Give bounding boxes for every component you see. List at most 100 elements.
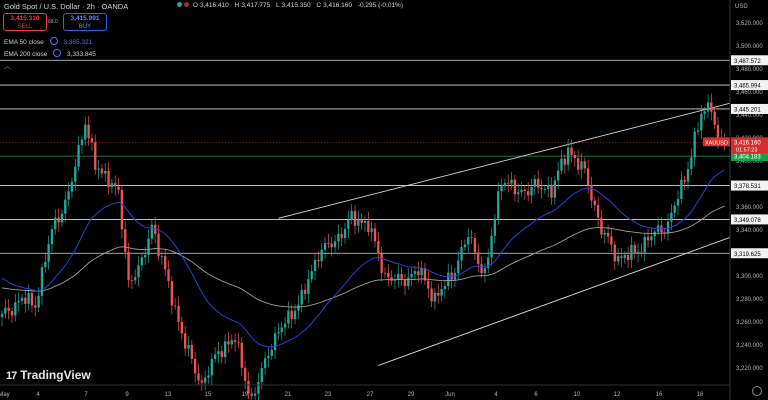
gear-icon[interactable] <box>752 386 762 396</box>
symbol-title[interactable]: Gold Spot / U.S. Dollar · 2h · OANDA <box>4 2 129 11</box>
currency-label: USD <box>735 4 748 10</box>
x-tick-label: 23 <box>325 392 332 398</box>
candle-body <box>507 183 510 184</box>
candle-body <box>430 288 433 302</box>
candle-body <box>570 147 573 155</box>
level-tag <box>731 151 768 162</box>
candle-body <box>686 169 690 182</box>
level-label: 3,319.625 <box>734 252 761 258</box>
x-tick-label: Jun <box>445 392 455 398</box>
candle-body <box>67 191 70 200</box>
candle-body <box>40 267 44 296</box>
candle-body <box>14 302 17 316</box>
x-tick-label: 29 <box>408 392 415 398</box>
candle-body <box>407 277 410 287</box>
candle-body <box>546 185 550 190</box>
candle-body <box>443 286 447 290</box>
candle-body <box>556 170 560 181</box>
candle-body <box>710 102 713 112</box>
candle-body <box>147 238 150 255</box>
candle-body <box>613 244 616 262</box>
candle-body <box>530 186 533 196</box>
candle-body <box>410 273 413 278</box>
candle-body <box>353 210 357 226</box>
candle-body <box>273 333 277 350</box>
candle-body <box>560 158 563 171</box>
x-tick-label: 4 <box>494 392 498 398</box>
candle-body <box>100 168 104 174</box>
candle-body <box>237 341 240 343</box>
candle-body <box>630 245 633 260</box>
collapse-legend-icon[interactable]: ︿ <box>4 63 11 70</box>
candle-body <box>440 289 443 296</box>
candle-body <box>253 393 257 396</box>
candle-body <box>223 341 227 357</box>
ema200-label: EMA 200 close <box>4 51 48 58</box>
candle-body <box>467 237 470 245</box>
candle-body <box>503 183 507 187</box>
candle-body <box>7 307 10 311</box>
candle-body <box>510 179 513 184</box>
level-tag <box>731 80 768 91</box>
candle-body <box>177 305 180 322</box>
candle-body <box>127 251 130 281</box>
candle-body <box>307 279 310 294</box>
candle-body <box>97 168 100 170</box>
candle-body <box>207 375 210 378</box>
settings-icon[interactable] <box>49 37 58 45</box>
candle-body <box>213 354 217 359</box>
ema200-legend[interactable]: EMA 200 close 3,333.845 <box>4 49 96 58</box>
settings-icon[interactable] <box>53 49 62 57</box>
candle-body <box>713 111 716 125</box>
candle-body <box>327 242 330 244</box>
candle-body <box>343 228 347 239</box>
candle-body <box>203 377 207 383</box>
candle-body <box>646 236 650 241</box>
candle-body <box>420 268 423 276</box>
candle-body <box>653 231 656 237</box>
current-price-label: 3,416.160 <box>734 140 761 146</box>
candle-body <box>490 235 493 258</box>
tradingview-watermark: 17 TradingView <box>6 368 91 382</box>
symbol-label: XAUUSD <box>705 140 728 146</box>
candle-body <box>134 277 137 281</box>
candle-body <box>670 212 673 222</box>
candle-body <box>323 242 327 250</box>
candle-body <box>683 179 686 182</box>
candle-body <box>170 281 174 306</box>
candle-body <box>533 178 537 187</box>
x-tick-label: 7 <box>84 392 88 398</box>
candle-body <box>124 229 127 252</box>
candle-body <box>60 213 64 223</box>
level-label: 3,465.994 <box>734 84 761 90</box>
candle-body <box>517 192 520 195</box>
candle-body <box>84 124 87 140</box>
ema50-legend[interactable]: EMA 50 close 3,365.321 <box>4 37 92 46</box>
candle-body <box>600 217 603 235</box>
candle-body <box>497 191 500 219</box>
candle-body <box>320 249 323 262</box>
sell-button[interactable]: 3,415.310 SELL <box>3 13 47 31</box>
candle-body <box>280 327 283 333</box>
candle-body <box>377 241 380 254</box>
candle-body <box>300 289 303 305</box>
candle-body <box>187 344 190 349</box>
candle-body <box>457 260 460 273</box>
candle-body <box>27 293 30 304</box>
candle-body <box>427 280 430 289</box>
candle-body <box>640 251 643 253</box>
candle-body <box>167 269 170 282</box>
candle-body <box>313 259 317 272</box>
buy-button[interactable]: 3,415.991 BUY <box>63 13 107 31</box>
candle-body <box>633 245 636 254</box>
candle-body <box>283 323 287 328</box>
candle-body <box>30 293 34 306</box>
candle-body <box>360 219 363 223</box>
y-tick-label: 3,300.000 <box>736 274 763 280</box>
candle-body <box>553 180 556 198</box>
candle-body <box>580 161 583 170</box>
ohlc-readout: O 3,416.410 H 3,417.775 L 3,415.350 C 3,416.… <box>177 2 405 9</box>
candle-body <box>473 238 477 253</box>
candle-body <box>287 310 290 324</box>
